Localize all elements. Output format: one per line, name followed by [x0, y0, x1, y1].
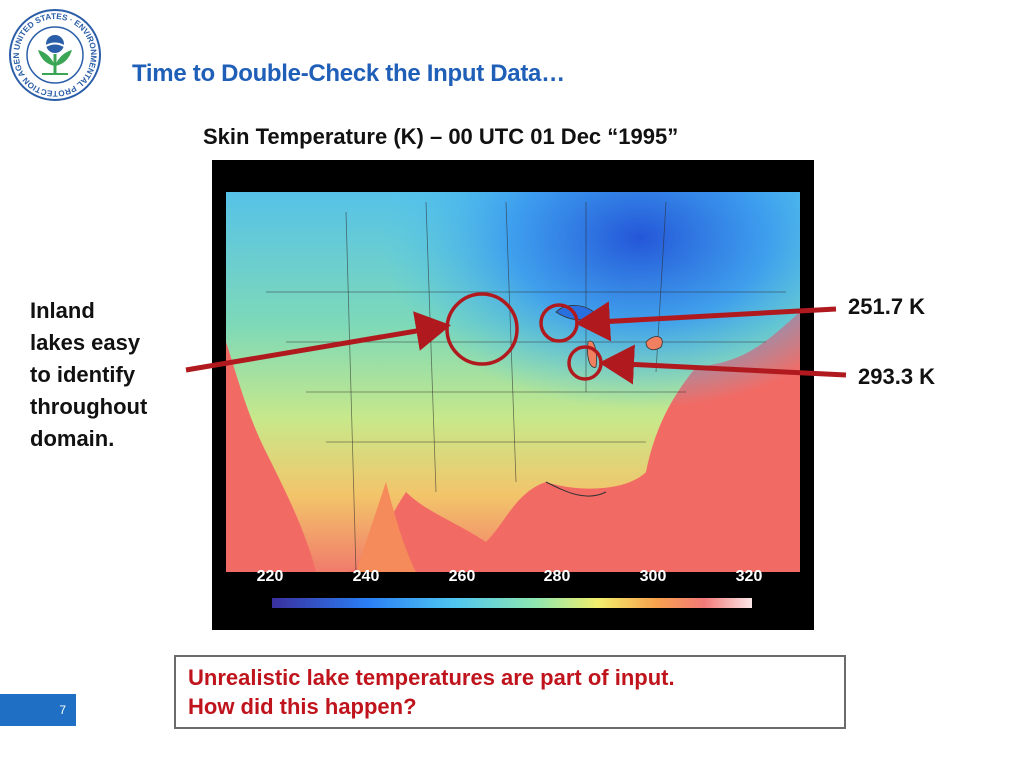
callout-line: How did this happen?: [188, 694, 417, 719]
colorbar-tick: 300: [639, 568, 667, 585]
note-line: lakes easy: [30, 330, 141, 355]
value-label-lower-lake: 293.3 K: [858, 364, 936, 389]
colorbar-tick: 320: [735, 568, 763, 585]
figure-title: Skin Temperature (K) – 00 UTC 01 Dec “19…: [203, 124, 679, 149]
colorbar: 220 240 260 280 300 320: [212, 568, 814, 628]
callout-box: Unrealistic lake temperatures are part o…: [174, 655, 846, 729]
note-line: Inland: [30, 298, 95, 323]
page-number: 7: [0, 694, 76, 726]
epa-seal-icon: UNITED STATES · ENVIRONMENTAL PROTECTION…: [5, 1, 102, 102]
value-label-upper-lake: 251.7 K: [848, 294, 926, 319]
callout-line: Unrealistic lake temperatures are part o…: [188, 665, 675, 690]
colorbar-tick: 260: [448, 568, 476, 585]
note-line: to identify: [30, 362, 136, 387]
temperature-map: [226, 192, 800, 724]
note-line: domain.: [30, 426, 115, 451]
colorbar-tick: 240: [352, 568, 380, 585]
colorbar-tick: 220: [256, 568, 284, 585]
slide-title: Time to Double-Check the Input Data…: [132, 60, 565, 87]
colorbar-tick: 280: [543, 568, 571, 585]
note-line: throughout: [30, 394, 148, 419]
inland-lakes-note: Inland lakes easy to identify throughout…: [30, 295, 190, 455]
skin-temperature-figure: 220 240 260 280 300 320: [212, 160, 814, 630]
colorbar-gradient: [272, 598, 752, 608]
